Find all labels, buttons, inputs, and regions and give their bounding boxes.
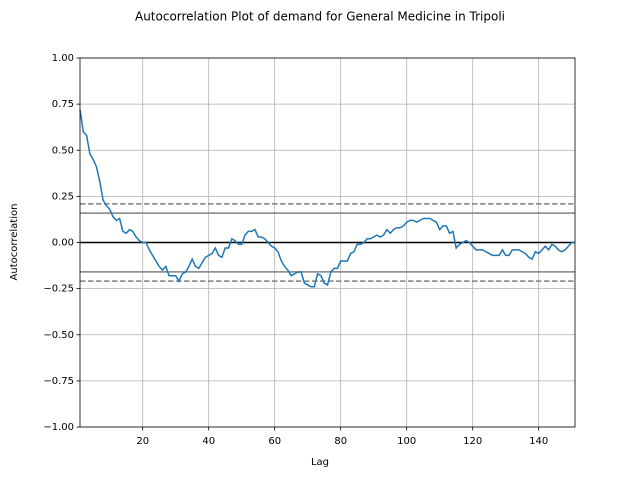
- y-axis-label: Autocorrelation: [9, 204, 20, 281]
- plot-frame: [79, 57, 576, 428]
- y-tick-label: 0.50: [52, 145, 74, 156]
- chart-title: Autocorrelation Plot of demand for Gener…: [135, 10, 505, 24]
- x-tick-label: 80: [334, 436, 347, 447]
- y-tick-label: 0.25: [52, 191, 74, 202]
- y-tick-label: −0.50: [43, 330, 74, 341]
- x-tick-label: 40: [202, 436, 215, 447]
- x-tick-label: 120: [463, 436, 482, 447]
- y-tick-label: 0.00: [52, 238, 74, 249]
- y-tick-label: −0.75: [43, 376, 74, 387]
- x-tick-label: 20: [136, 436, 149, 447]
- x-tick-label: 100: [397, 436, 416, 447]
- y-tick-label: 0.75: [52, 99, 74, 110]
- y-tick-label: 1.00: [52, 53, 74, 64]
- x-tick-label: 60: [268, 436, 281, 447]
- x-axis-label: Lag: [311, 457, 329, 468]
- y-tick-label: −1.00: [43, 422, 74, 433]
- x-tick-label: 140: [529, 436, 548, 447]
- data-line: [79, 109, 575, 288]
- y-tick-label: −0.25: [43, 284, 74, 295]
